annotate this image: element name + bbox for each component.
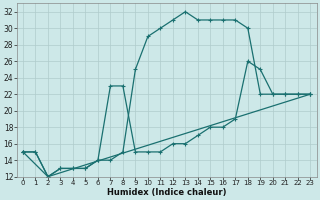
X-axis label: Humidex (Indice chaleur): Humidex (Indice chaleur)	[107, 188, 226, 197]
